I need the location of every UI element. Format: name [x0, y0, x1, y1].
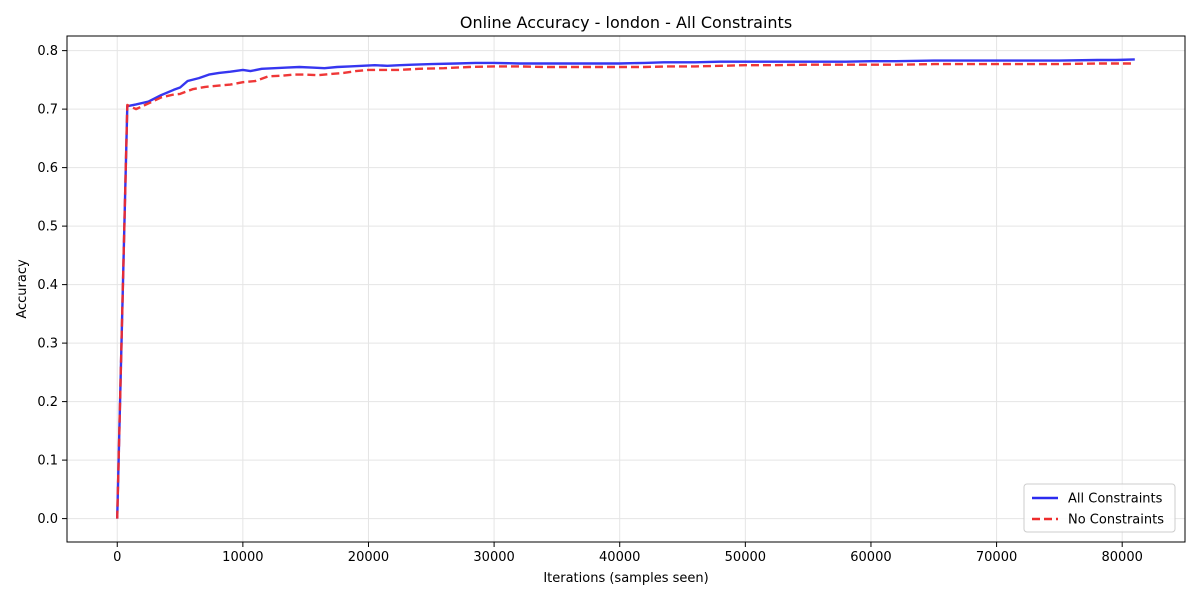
y-tick-label: 0.2: [37, 395, 58, 410]
grid-lines: [67, 36, 1185, 542]
x-tick-label: 70000: [976, 550, 1017, 565]
y-axis-label: Accuracy: [15, 259, 30, 319]
y-axis-ticks: 0.0 0.1 0.2 0.3 0.4 0.5 0.6 0.7 0.8: [37, 44, 67, 527]
x-tick-label: 50000: [725, 550, 766, 565]
y-tick-label: 0.8: [37, 44, 58, 59]
x-tick-label: 80000: [1102, 550, 1143, 565]
x-axis-label: Iterations (samples seen): [543, 571, 708, 586]
chart-title: Online Accuracy - london - All Constrain…: [460, 13, 792, 32]
y-tick-label: 0.1: [37, 454, 58, 469]
x-tick-label: 20000: [348, 550, 389, 565]
x-tick-label: 40000: [599, 550, 640, 565]
series-line-all-constraints: [116, 58, 1135, 519]
legend-box: [1023, 483, 1176, 533]
x-axis-ticks: 0 10000 20000 30000 40000 50000 60000 70000 8000…: [113, 542, 1143, 565]
x-tick-label: 60000: [850, 550, 891, 565]
legend: All Constraints No Constraints: [1023, 483, 1176, 533]
x-tick-label: 10000: [222, 550, 263, 565]
series-line-no-constraints: [116, 62, 1135, 519]
y-tick-label: 0.3: [37, 337, 58, 352]
y-tick-label: 0.6: [37, 161, 58, 176]
y-tick-label: 0.7: [37, 103, 58, 118]
y-tick-label: 0.0: [37, 512, 58, 527]
x-tick-label: 30000: [473, 550, 514, 565]
legend-label-no-constraints: No Constraints: [1068, 513, 1164, 528]
legend-label-all-constraints: All Constraints: [1068, 492, 1163, 507]
series-lines: [116, 58, 1135, 519]
y-tick-label: 0.4: [37, 278, 58, 293]
x-tick-label: 0: [113, 550, 121, 565]
plot-frame: [66, 35, 1186, 543]
y-tick-label: 0.5: [37, 220, 58, 235]
